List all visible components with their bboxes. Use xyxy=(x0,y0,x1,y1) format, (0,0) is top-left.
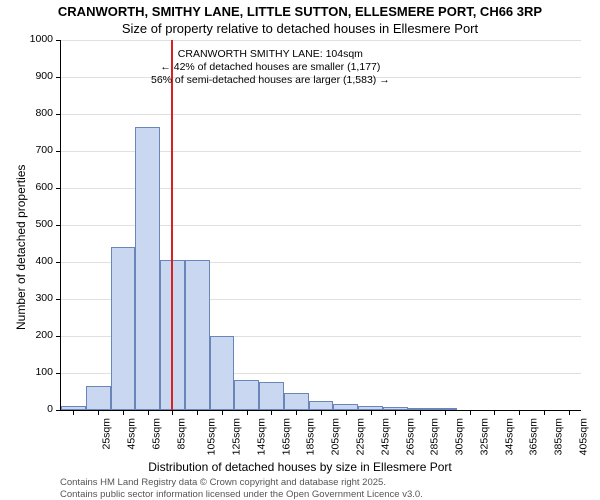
y-tick-mark xyxy=(56,410,61,411)
y-tick-label: 1000 xyxy=(13,33,53,45)
annotation-line1: CRANWORTH SMITHY LANE: 104sqm xyxy=(151,48,390,61)
x-axis-label: Distribution of detached houses by size … xyxy=(0,460,600,474)
footnote-line1: Contains HM Land Registry data © Crown c… xyxy=(60,477,423,488)
y-tick-mark xyxy=(56,225,61,226)
y-tick-mark xyxy=(56,262,61,263)
plot-area: 0100200300400500600700800900100025sqm45s… xyxy=(60,40,581,411)
x-tick-label: 105sqm xyxy=(206,418,218,455)
histogram-bar xyxy=(309,401,334,410)
x-tick-mark xyxy=(445,410,446,415)
y-tick-mark xyxy=(56,77,61,78)
x-tick-mark xyxy=(296,410,297,415)
histogram-bar xyxy=(111,247,136,410)
y-tick-label: 100 xyxy=(13,366,53,378)
y-tick-label: 200 xyxy=(13,329,53,341)
y-tick-label: 900 xyxy=(13,70,53,82)
y-tick-label: 600 xyxy=(13,181,53,193)
x-tick-label: 85sqm xyxy=(175,418,187,450)
x-tick-label: 165sqm xyxy=(280,418,292,455)
x-tick-label: 245sqm xyxy=(379,418,391,455)
x-tick-label: 405sqm xyxy=(577,418,589,455)
x-tick-label: 45sqm xyxy=(126,418,138,450)
histogram-bar xyxy=(234,380,259,410)
x-tick-label: 385sqm xyxy=(552,418,564,455)
x-tick-mark xyxy=(98,410,99,415)
y-tick-mark xyxy=(56,40,61,41)
x-tick-mark xyxy=(321,410,322,415)
grid-line xyxy=(61,40,581,41)
x-tick-label: 65sqm xyxy=(150,418,162,450)
x-tick-mark xyxy=(569,410,570,415)
chart-title-main: CRANWORTH, SMITHY LANE, LITTLE SUTTON, E… xyxy=(0,4,600,19)
y-tick-label: 800 xyxy=(13,107,53,119)
x-tick-label: 305sqm xyxy=(453,418,465,455)
histogram-bar xyxy=(185,260,210,410)
x-tick-label: 125sqm xyxy=(231,418,243,455)
x-tick-mark xyxy=(346,410,347,415)
x-tick-mark xyxy=(271,410,272,415)
property-marker-line xyxy=(171,40,173,410)
x-tick-mark xyxy=(470,410,471,415)
chart-title-sub: Size of property relative to detached ho… xyxy=(0,21,600,36)
x-tick-mark xyxy=(519,410,520,415)
x-tick-mark xyxy=(222,410,223,415)
x-tick-mark xyxy=(123,410,124,415)
y-tick-label: 300 xyxy=(13,292,53,304)
histogram-bar xyxy=(86,386,111,410)
histogram-bar xyxy=(259,382,284,410)
y-tick-label: 400 xyxy=(13,255,53,267)
annotation-line2: ← 42% of detached houses are smaller (1,… xyxy=(151,61,390,74)
footnote-line2: Contains public sector information licen… xyxy=(60,489,423,500)
y-tick-mark xyxy=(56,299,61,300)
y-tick-label: 0 xyxy=(13,403,53,415)
x-tick-label: 365sqm xyxy=(528,418,540,455)
y-tick-label: 500 xyxy=(13,218,53,230)
x-tick-mark xyxy=(247,410,248,415)
grid-line xyxy=(61,114,581,115)
x-tick-mark xyxy=(494,410,495,415)
x-tick-mark xyxy=(197,410,198,415)
x-tick-mark xyxy=(395,410,396,415)
chart-container: CRANWORTH, SMITHY LANE, LITTLE SUTTON, E… xyxy=(0,0,600,500)
x-tick-mark xyxy=(148,410,149,415)
y-tick-mark xyxy=(56,188,61,189)
x-tick-label: 25sqm xyxy=(101,418,113,450)
y-tick-mark xyxy=(56,151,61,152)
x-tick-label: 345sqm xyxy=(503,418,515,455)
footnote: Contains HM Land Registry data © Crown c… xyxy=(60,477,423,500)
x-tick-mark xyxy=(371,410,372,415)
histogram-bar xyxy=(210,336,235,410)
y-tick-mark xyxy=(56,114,61,115)
x-tick-label: 145sqm xyxy=(255,418,267,455)
x-tick-label: 205sqm xyxy=(330,418,342,455)
x-tick-mark xyxy=(73,410,74,415)
y-tick-mark xyxy=(56,373,61,374)
x-tick-mark xyxy=(544,410,545,415)
y-tick-mark xyxy=(56,336,61,337)
y-tick-label: 700 xyxy=(13,144,53,156)
x-tick-label: 325sqm xyxy=(478,418,490,455)
x-tick-mark xyxy=(420,410,421,415)
x-tick-label: 225sqm xyxy=(354,418,366,455)
x-tick-mark xyxy=(172,410,173,415)
histogram-bar xyxy=(135,127,160,410)
histogram-bar xyxy=(284,393,309,410)
x-tick-label: 185sqm xyxy=(305,418,317,455)
annotation-line3: 56% of semi-detached houses are larger (… xyxy=(151,74,390,87)
annotation-box: CRANWORTH SMITHY LANE: 104sqm← 42% of de… xyxy=(151,48,390,87)
x-tick-label: 265sqm xyxy=(404,418,416,455)
x-tick-label: 285sqm xyxy=(429,418,441,455)
